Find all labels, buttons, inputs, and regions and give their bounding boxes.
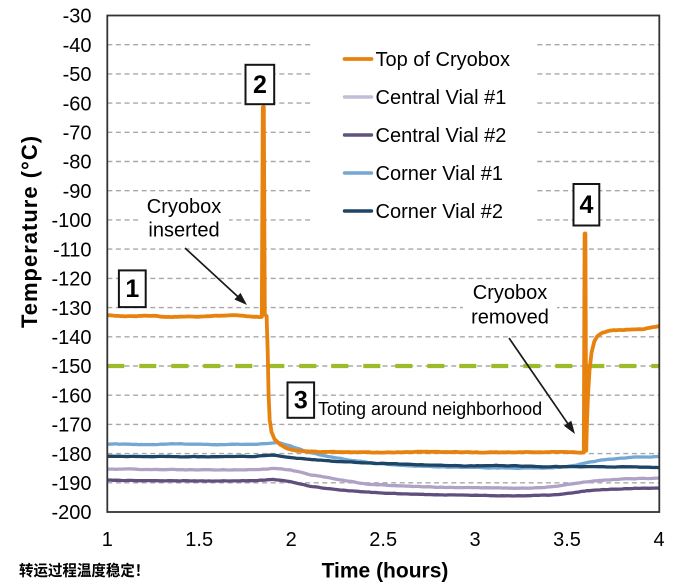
svg-text:-160: -160 xyxy=(51,385,91,407)
svg-text:-120: -120 xyxy=(51,269,91,291)
svg-text:Toting around neighborhood: Toting around neighborhood xyxy=(318,399,542,419)
svg-text:-130: -130 xyxy=(51,298,91,320)
svg-text:Cryobox: Cryobox xyxy=(473,282,547,304)
svg-text:-100: -100 xyxy=(51,210,91,232)
svg-text:-50: -50 xyxy=(63,64,92,86)
svg-text:Temperature (°C): Temperature (°C) xyxy=(17,135,42,328)
svg-text:-90: -90 xyxy=(63,181,92,203)
svg-text:-190: -190 xyxy=(51,473,91,495)
svg-text:-60: -60 xyxy=(63,93,92,115)
svg-text:-40: -40 xyxy=(63,35,92,57)
svg-text:-150: -150 xyxy=(51,356,91,378)
svg-text:3: 3 xyxy=(470,529,481,551)
svg-text:1: 1 xyxy=(102,529,113,551)
svg-text:-80: -80 xyxy=(63,152,92,174)
svg-text:Central Vial #2: Central Vial #2 xyxy=(376,125,507,147)
svg-text:-30: -30 xyxy=(63,6,92,28)
svg-text:-200: -200 xyxy=(51,502,91,524)
svg-text:Top of Cryobox: Top of Cryobox xyxy=(376,49,511,71)
svg-text:Cryobox: Cryobox xyxy=(147,196,221,218)
svg-text:-170: -170 xyxy=(51,415,91,437)
svg-text:removed: removed xyxy=(471,307,549,329)
svg-text:Time (hours): Time (hours) xyxy=(322,560,449,583)
svg-text:2: 2 xyxy=(253,71,267,99)
svg-text:Central Vial #1: Central Vial #1 xyxy=(376,87,507,109)
svg-text:inserted: inserted xyxy=(148,220,219,242)
svg-text:3: 3 xyxy=(294,387,308,415)
svg-text:-110: -110 xyxy=(53,239,92,261)
svg-text:Corner Vial #1: Corner Vial #1 xyxy=(376,163,503,185)
svg-text:2.5: 2.5 xyxy=(369,529,397,551)
svg-text:1: 1 xyxy=(125,275,139,303)
svg-text:2: 2 xyxy=(286,529,297,551)
svg-text:1.5: 1.5 xyxy=(185,529,213,551)
svg-text:-70: -70 xyxy=(63,123,92,145)
svg-text:3.5: 3.5 xyxy=(553,529,581,551)
svg-text:Corner Vial #2: Corner Vial #2 xyxy=(376,201,503,223)
svg-text:-140: -140 xyxy=(51,327,91,349)
svg-text:-180: -180 xyxy=(51,444,91,466)
svg-text:4: 4 xyxy=(579,191,593,219)
svg-text:4: 4 xyxy=(653,529,664,551)
